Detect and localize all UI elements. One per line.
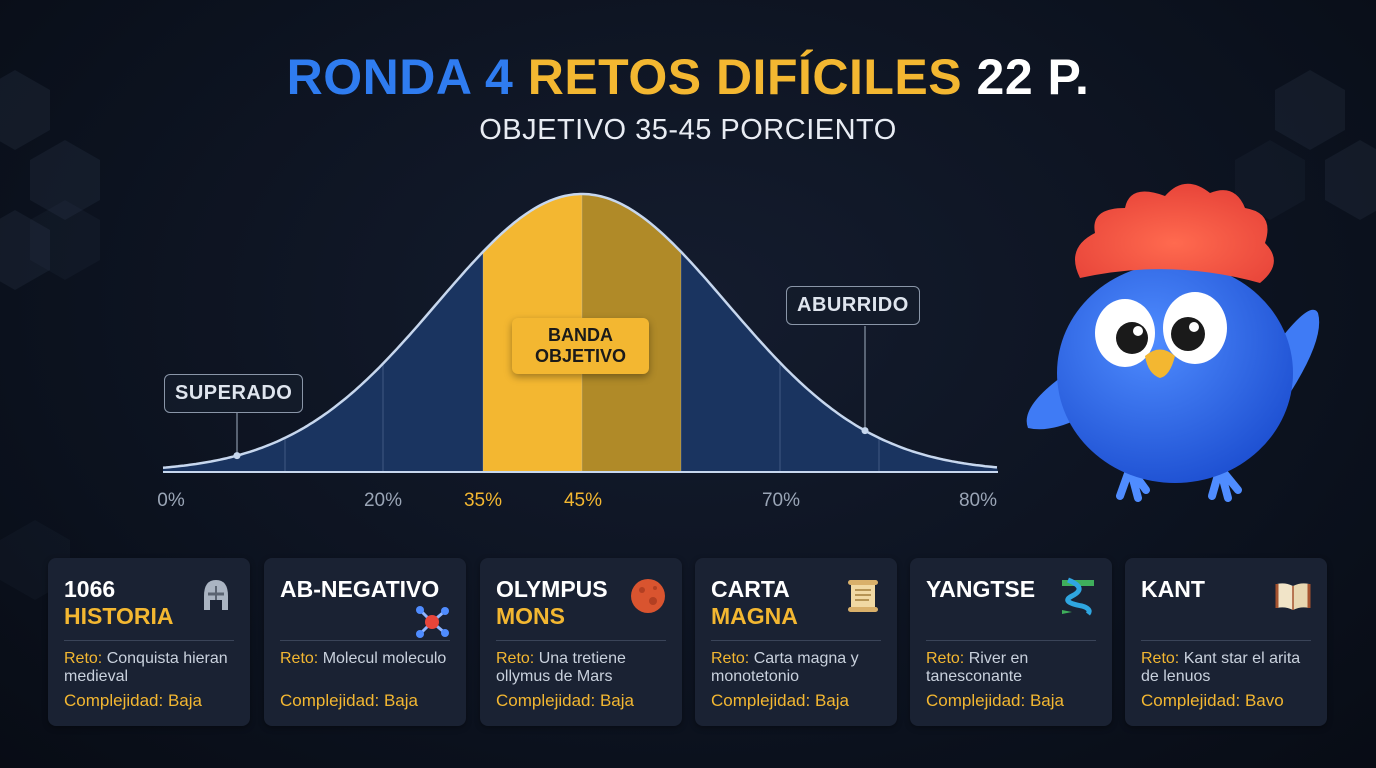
card-complexity-key: Complejidad: [64, 691, 164, 710]
card-complexity-key: Complejidad: [711, 691, 811, 710]
card-challenge-text: Reto: Carta magna y monotetonio [711, 650, 886, 686]
annotation-aburrido: ABURRIDO [786, 286, 920, 325]
card-complexity-key: Complejidad: [1141, 691, 1241, 710]
x-tick-label: 20% [363, 490, 403, 511]
annotation-superado: SUPERADO [164, 374, 304, 413]
annotation-dot [861, 427, 869, 435]
card-challenge-value: Conquista hieran medieval [64, 650, 228, 685]
card-complexity: Complejidad: Baja [926, 691, 1064, 711]
card-complexity: Complejidad: Baja [711, 691, 849, 711]
card-divider [711, 640, 881, 641]
card-challenge-key: Reto: [926, 650, 965, 667]
card-title: AB-NEGATIVO [280, 576, 440, 602]
target-band-lower [483, 194, 582, 472]
book-icon [1275, 583, 1311, 610]
card-complexity: Complejidad: Baja [280, 691, 418, 711]
card-complexity-key: Complejidad: [280, 691, 380, 710]
card-subtitle: HISTORIA [64, 603, 174, 629]
x-tick-label: 80% [958, 490, 998, 511]
card-challenge-text: Reto: Conquista hieran medieval [64, 650, 239, 686]
card-complexity-key: Complejidad: [496, 691, 596, 710]
card-divider [64, 640, 234, 641]
challenge-card[interactable]: AB-NEGATIVO Reto: Molecul moleculo Compl… [264, 558, 466, 726]
page-subtitle: OBJETIVO 35-45 PORCIENTO [479, 114, 897, 146]
card-title: 1066 [64, 576, 116, 602]
card-challenge-value: Molecul moleculo [322, 650, 447, 667]
card-title: YANGTSE [926, 576, 1036, 602]
scroll-icon [848, 580, 878, 612]
mars-planet-icon [631, 579, 665, 613]
challenge-card[interactable]: KANT Reto: Kant star el arita de lenuos … [1125, 558, 1327, 726]
card-title: CARTA [711, 576, 790, 602]
challenge-card[interactable]: 1066 HISTORIA Reto: Conquista hieran med… [48, 558, 250, 726]
card-complexity-value: Baja [599, 691, 634, 710]
annotation-dot [233, 452, 241, 460]
card-complexity: Complejidad: Baja [64, 691, 202, 711]
card-complexity-key: Complejidad: [926, 691, 1026, 710]
card-divider [1141, 640, 1311, 641]
card-challenge-text: Reto: Kant star el arita de lenuos [1141, 650, 1316, 686]
title-round: RONDA 4 [286, 49, 514, 105]
card-complexity-value: Baja [1029, 691, 1064, 710]
card-challenge-value: River en tanesconante [926, 650, 1029, 685]
target-band-upper [582, 194, 681, 472]
card-title: KANT [1141, 576, 1205, 602]
card-complexity: Complejidad: Baja [496, 691, 634, 711]
card-title: OLYMPUS [496, 576, 608, 602]
x-tick-label: 45% [563, 490, 603, 511]
card-divider [496, 640, 666, 641]
card-divider [926, 640, 1096, 641]
card-complexity-value: Baja [383, 691, 418, 710]
target-band-label: BANDA OBJETIVO [512, 318, 649, 374]
card-subtitle: MONS [496, 603, 565, 629]
card-complexity-value: Bavo [1244, 691, 1284, 710]
helmet-icon [204, 580, 228, 610]
challenge-card[interactable]: OLYMPUS MONS Reto: Una tretiene ollymus … [480, 558, 682, 726]
distribution-curve [162, 192, 998, 469]
card-challenge-text: Reto: Molecul moleculo [280, 650, 455, 668]
card-subtitle: MAGNA [711, 603, 798, 629]
molecule-icon [416, 606, 449, 638]
card-complexity-value: Baja [167, 691, 202, 710]
x-tick-label: 35% [463, 490, 503, 511]
card-complexity-value: Baja [814, 691, 849, 710]
card-challenge-key: Reto: [496, 650, 535, 667]
card-challenge-text: Reto: Una tretiene ollymus de Mars [496, 650, 671, 686]
card-challenge-key: Reto: [64, 650, 103, 667]
card-challenge-key: Reto: [280, 650, 319, 667]
card-challenge-text: Reto: River en tanesconante [926, 650, 1101, 686]
card-challenge-key: Reto: [1141, 650, 1180, 667]
x-tick-label: 70% [761, 490, 801, 511]
card-challenge-value: Una tretiene ollymus de Mars [496, 650, 626, 685]
challenge-card[interactable]: CARTA MAGNA Reto: Carta magna y monoteto… [695, 558, 897, 726]
card-challenge-value: Kant star el arita de lenuos [1141, 650, 1301, 685]
challenge-card[interactable]: YANGTSE Reto: River en tanesconante Comp… [910, 558, 1112, 726]
river-icon [1062, 577, 1094, 616]
x-tick-label: 0% [157, 490, 185, 511]
card-challenge-key: Reto: [711, 650, 750, 667]
page-title: RONDA 4 RETOS DIFÍCILES 22 P. [0, 48, 1376, 106]
title-points: 22 P. [976, 49, 1090, 105]
blue-bird-mascot-icon [1026, 183, 1320, 502]
card-divider [280, 640, 450, 641]
title-challenge: RETOS DIFÍCILES [527, 49, 963, 105]
card-challenge-value: Carta magna y monotetonio [711, 650, 859, 685]
card-complexity: Complejidad: Bavo [1141, 691, 1284, 711]
